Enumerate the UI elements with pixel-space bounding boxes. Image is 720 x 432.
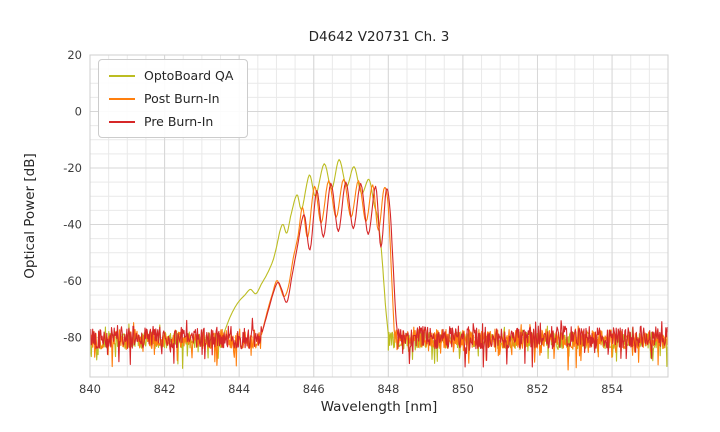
svg-text:-80: -80	[63, 330, 82, 344]
svg-text:-40: -40	[63, 217, 82, 231]
chart-title: D4642 V20731 Ch. 3	[308, 29, 450, 45]
legend-swatch-pre-burn-in	[109, 120, 135, 123]
series-line-2	[90, 181, 668, 368]
svg-text:840: 840	[79, 382, 101, 396]
series-line-1	[90, 178, 668, 371]
x-tick-labels: 840 842 844 846 848 850 852 854	[79, 382, 623, 396]
svg-text:20: 20	[67, 48, 82, 62]
legend-label-optoboard-qa: OptoBoard QA	[144, 68, 234, 83]
legend: OptoBoard QA Post Burn-In Pre Burn-In	[98, 59, 249, 138]
y-tick-labels: 20 0 -20 -40 -60 -80	[63, 48, 82, 344]
legend-item-post-burn-in: Post Burn-In	[109, 91, 233, 106]
svg-text:-20: -20	[63, 161, 82, 175]
svg-text:0: 0	[75, 104, 82, 118]
plot-border	[89, 54, 669, 378]
series-layer	[90, 158, 668, 371]
x-axis-label: Wavelength [nm]	[320, 399, 438, 415]
svg-text:844: 844	[228, 382, 250, 396]
y-axis-label: Optical Power [dB]	[22, 153, 38, 279]
svg-text:848: 848	[377, 382, 399, 396]
svg-text:850: 850	[452, 382, 474, 396]
legend-item-optoboard-qa: OptoBoard QA	[109, 68, 233, 83]
legend-label-pre-burn-in: Pre Burn-In	[144, 114, 214, 129]
legend-item-pre-burn-in: Pre Burn-In	[109, 114, 233, 129]
legend-swatch-optoboard-qa	[109, 74, 135, 77]
svg-text:842: 842	[154, 382, 176, 396]
svg-text:-60: -60	[63, 274, 82, 288]
svg-text:852: 852	[527, 382, 549, 396]
legend-label-post-burn-in: Post Burn-In	[144, 91, 220, 106]
svg-text:854: 854	[601, 382, 623, 396]
legend-swatch-post-burn-in	[109, 97, 135, 100]
svg-text:846: 846	[303, 382, 325, 396]
